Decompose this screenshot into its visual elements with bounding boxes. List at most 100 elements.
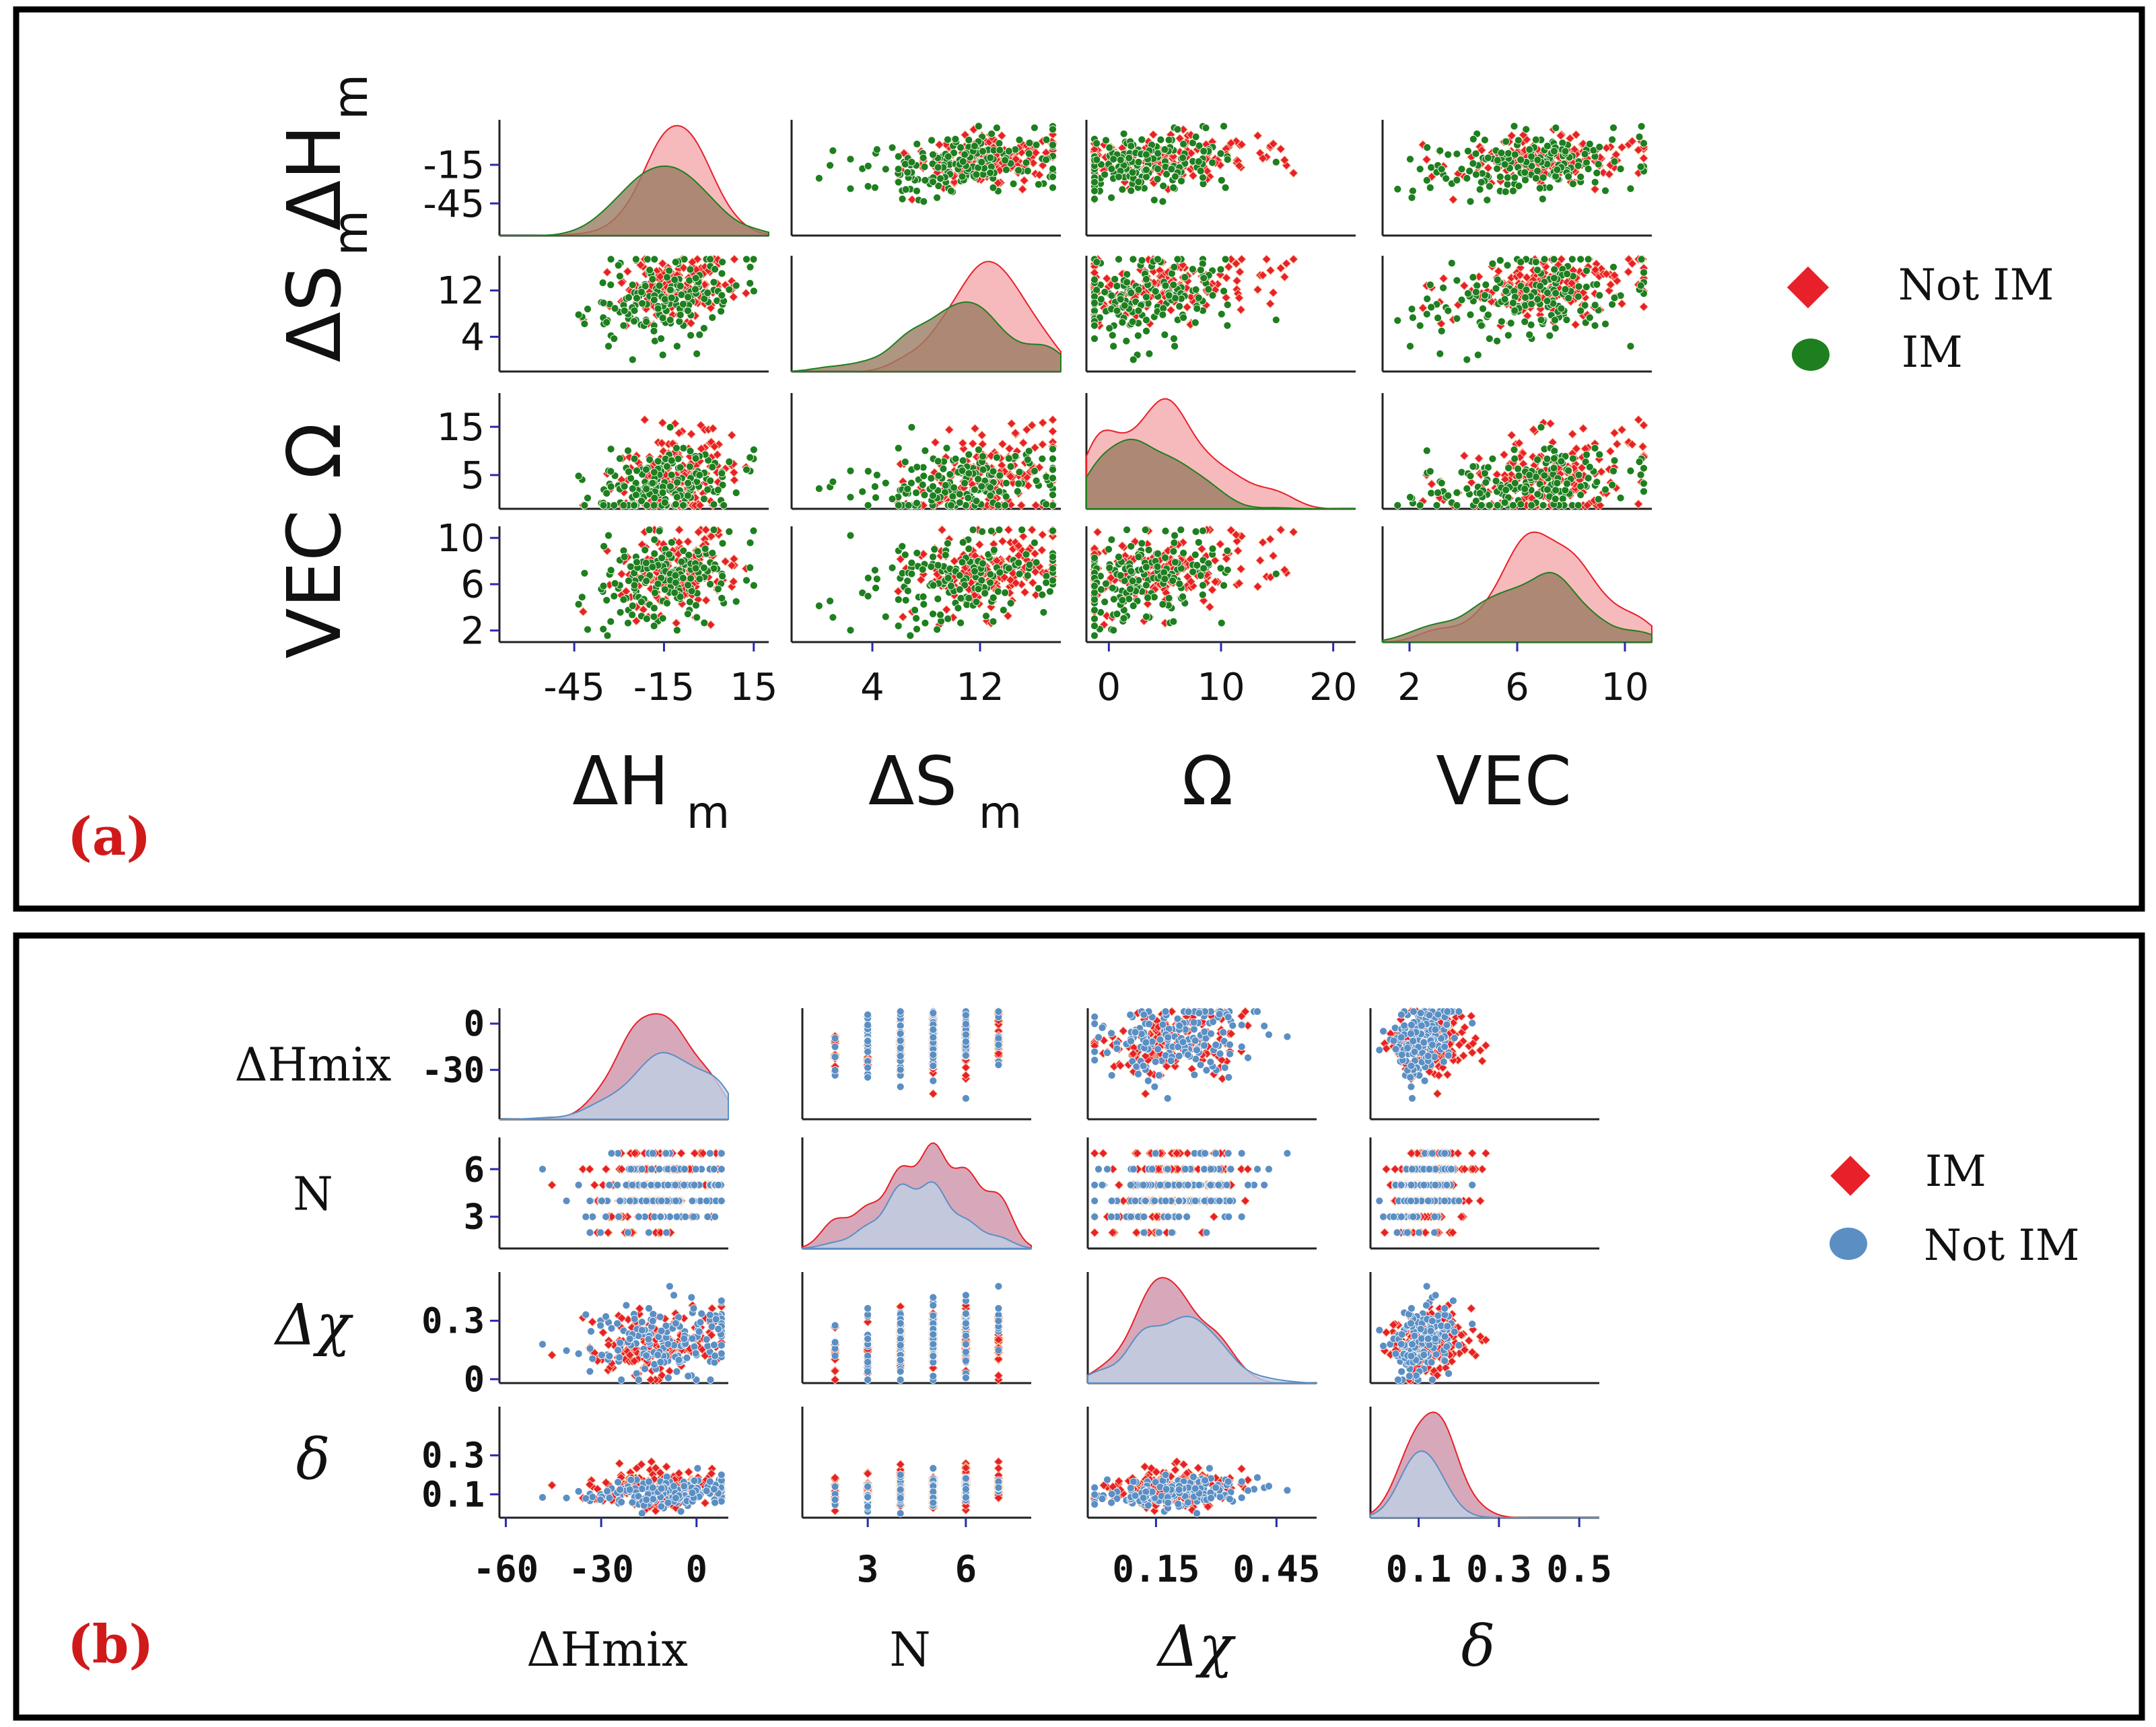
point-im (1574, 470, 1583, 479)
panel-b-frame (13, 932, 2145, 1721)
point-im (986, 153, 995, 162)
point-im (1540, 471, 1549, 480)
point-im (1640, 268, 1648, 277)
point-im (969, 526, 977, 534)
point-im (1593, 478, 1601, 487)
point-im (658, 614, 667, 623)
point-im (1576, 491, 1585, 499)
point-im (1129, 602, 1138, 610)
point-im (1616, 165, 1625, 173)
point-im (1536, 282, 1545, 290)
point-im (1179, 592, 1187, 601)
point-im (907, 157, 916, 166)
x-tick-label: 10 (1601, 666, 1648, 709)
point-im (955, 586, 964, 594)
point-im (826, 597, 834, 605)
point-not-im (937, 525, 947, 535)
point-im (1151, 287, 1160, 295)
point-im (1416, 501, 1424, 509)
point-not-im (1200, 1041, 1208, 1050)
point-im (1533, 167, 1542, 175)
point-im (941, 551, 950, 559)
point-not-im (1604, 169, 1614, 179)
point-im (1601, 485, 1609, 494)
point-not-im (1148, 129, 1158, 140)
point-not-im (1257, 153, 1268, 164)
point-not-im (1186, 148, 1196, 158)
point-im (1025, 139, 1034, 147)
point-im (1393, 316, 1402, 325)
point-im (1046, 587, 1054, 596)
point-im (1101, 170, 1109, 179)
point-im (1175, 579, 1184, 588)
point-im (624, 446, 632, 455)
point-im (1196, 266, 1205, 275)
point-im (1533, 266, 1542, 275)
point-im (632, 491, 640, 499)
point-not-im (623, 267, 633, 277)
point-im (1426, 281, 1434, 289)
point-im (1510, 173, 1519, 182)
point-im (975, 122, 983, 131)
point-im (1014, 479, 1022, 488)
point-not-im (962, 1030, 970, 1039)
y-tick-label: 12 (437, 269, 485, 313)
point-not-im (1426, 479, 1437, 489)
point-im (947, 581, 955, 590)
point-im (679, 444, 688, 452)
point-not-im (1545, 419, 1556, 429)
point-im (1537, 423, 1545, 431)
point-im (1514, 136, 1523, 145)
point-im (921, 176, 930, 184)
point-im (1626, 342, 1635, 351)
point-im (1636, 470, 1645, 479)
point-im (1006, 462, 1015, 470)
point-not-im (729, 254, 739, 265)
point-im (1181, 273, 1189, 281)
point-not-im (1612, 439, 1622, 449)
point-im (1142, 150, 1150, 159)
point-im (1179, 140, 1187, 148)
point-not-im (1047, 415, 1058, 425)
point-im (1475, 489, 1484, 497)
point-im (1552, 486, 1560, 495)
point-im (1090, 606, 1099, 614)
point-im (1574, 501, 1583, 509)
point-im (1510, 306, 1519, 315)
point-im (1521, 318, 1529, 326)
point-im (599, 581, 608, 590)
point-im (977, 157, 986, 166)
point-im (720, 501, 728, 509)
point-not-im (1638, 442, 1648, 452)
point-im (650, 326, 658, 335)
point-im (1557, 304, 1566, 313)
point-im (1217, 619, 1226, 627)
point-im (846, 155, 855, 164)
point-not-im (1237, 1021, 1246, 1029)
point-im (714, 585, 722, 594)
point-im (965, 450, 973, 459)
point-im (580, 501, 589, 509)
point-im (939, 464, 948, 473)
point-im (928, 1089, 938, 1099)
point-im (1517, 258, 1525, 267)
point-im (1477, 178, 1486, 186)
point-im (1092, 155, 1101, 164)
point-im (1038, 454, 1047, 463)
point-not-im (1268, 551, 1278, 561)
point-not-im (1265, 265, 1276, 275)
point-im (1023, 167, 1032, 175)
point-im (1479, 304, 1487, 313)
point-im (1553, 166, 1562, 174)
point-im (1161, 527, 1170, 535)
point-im (1543, 142, 1552, 150)
point-im (1531, 174, 1540, 182)
point-im (941, 481, 950, 489)
point-im (1522, 285, 1531, 294)
point-im (1134, 553, 1143, 561)
point-im (610, 501, 619, 509)
point-im (1049, 445, 1057, 454)
point-im (1090, 596, 1099, 604)
point-not-im (1494, 266, 1504, 276)
point-not-im (1219, 1028, 1228, 1036)
